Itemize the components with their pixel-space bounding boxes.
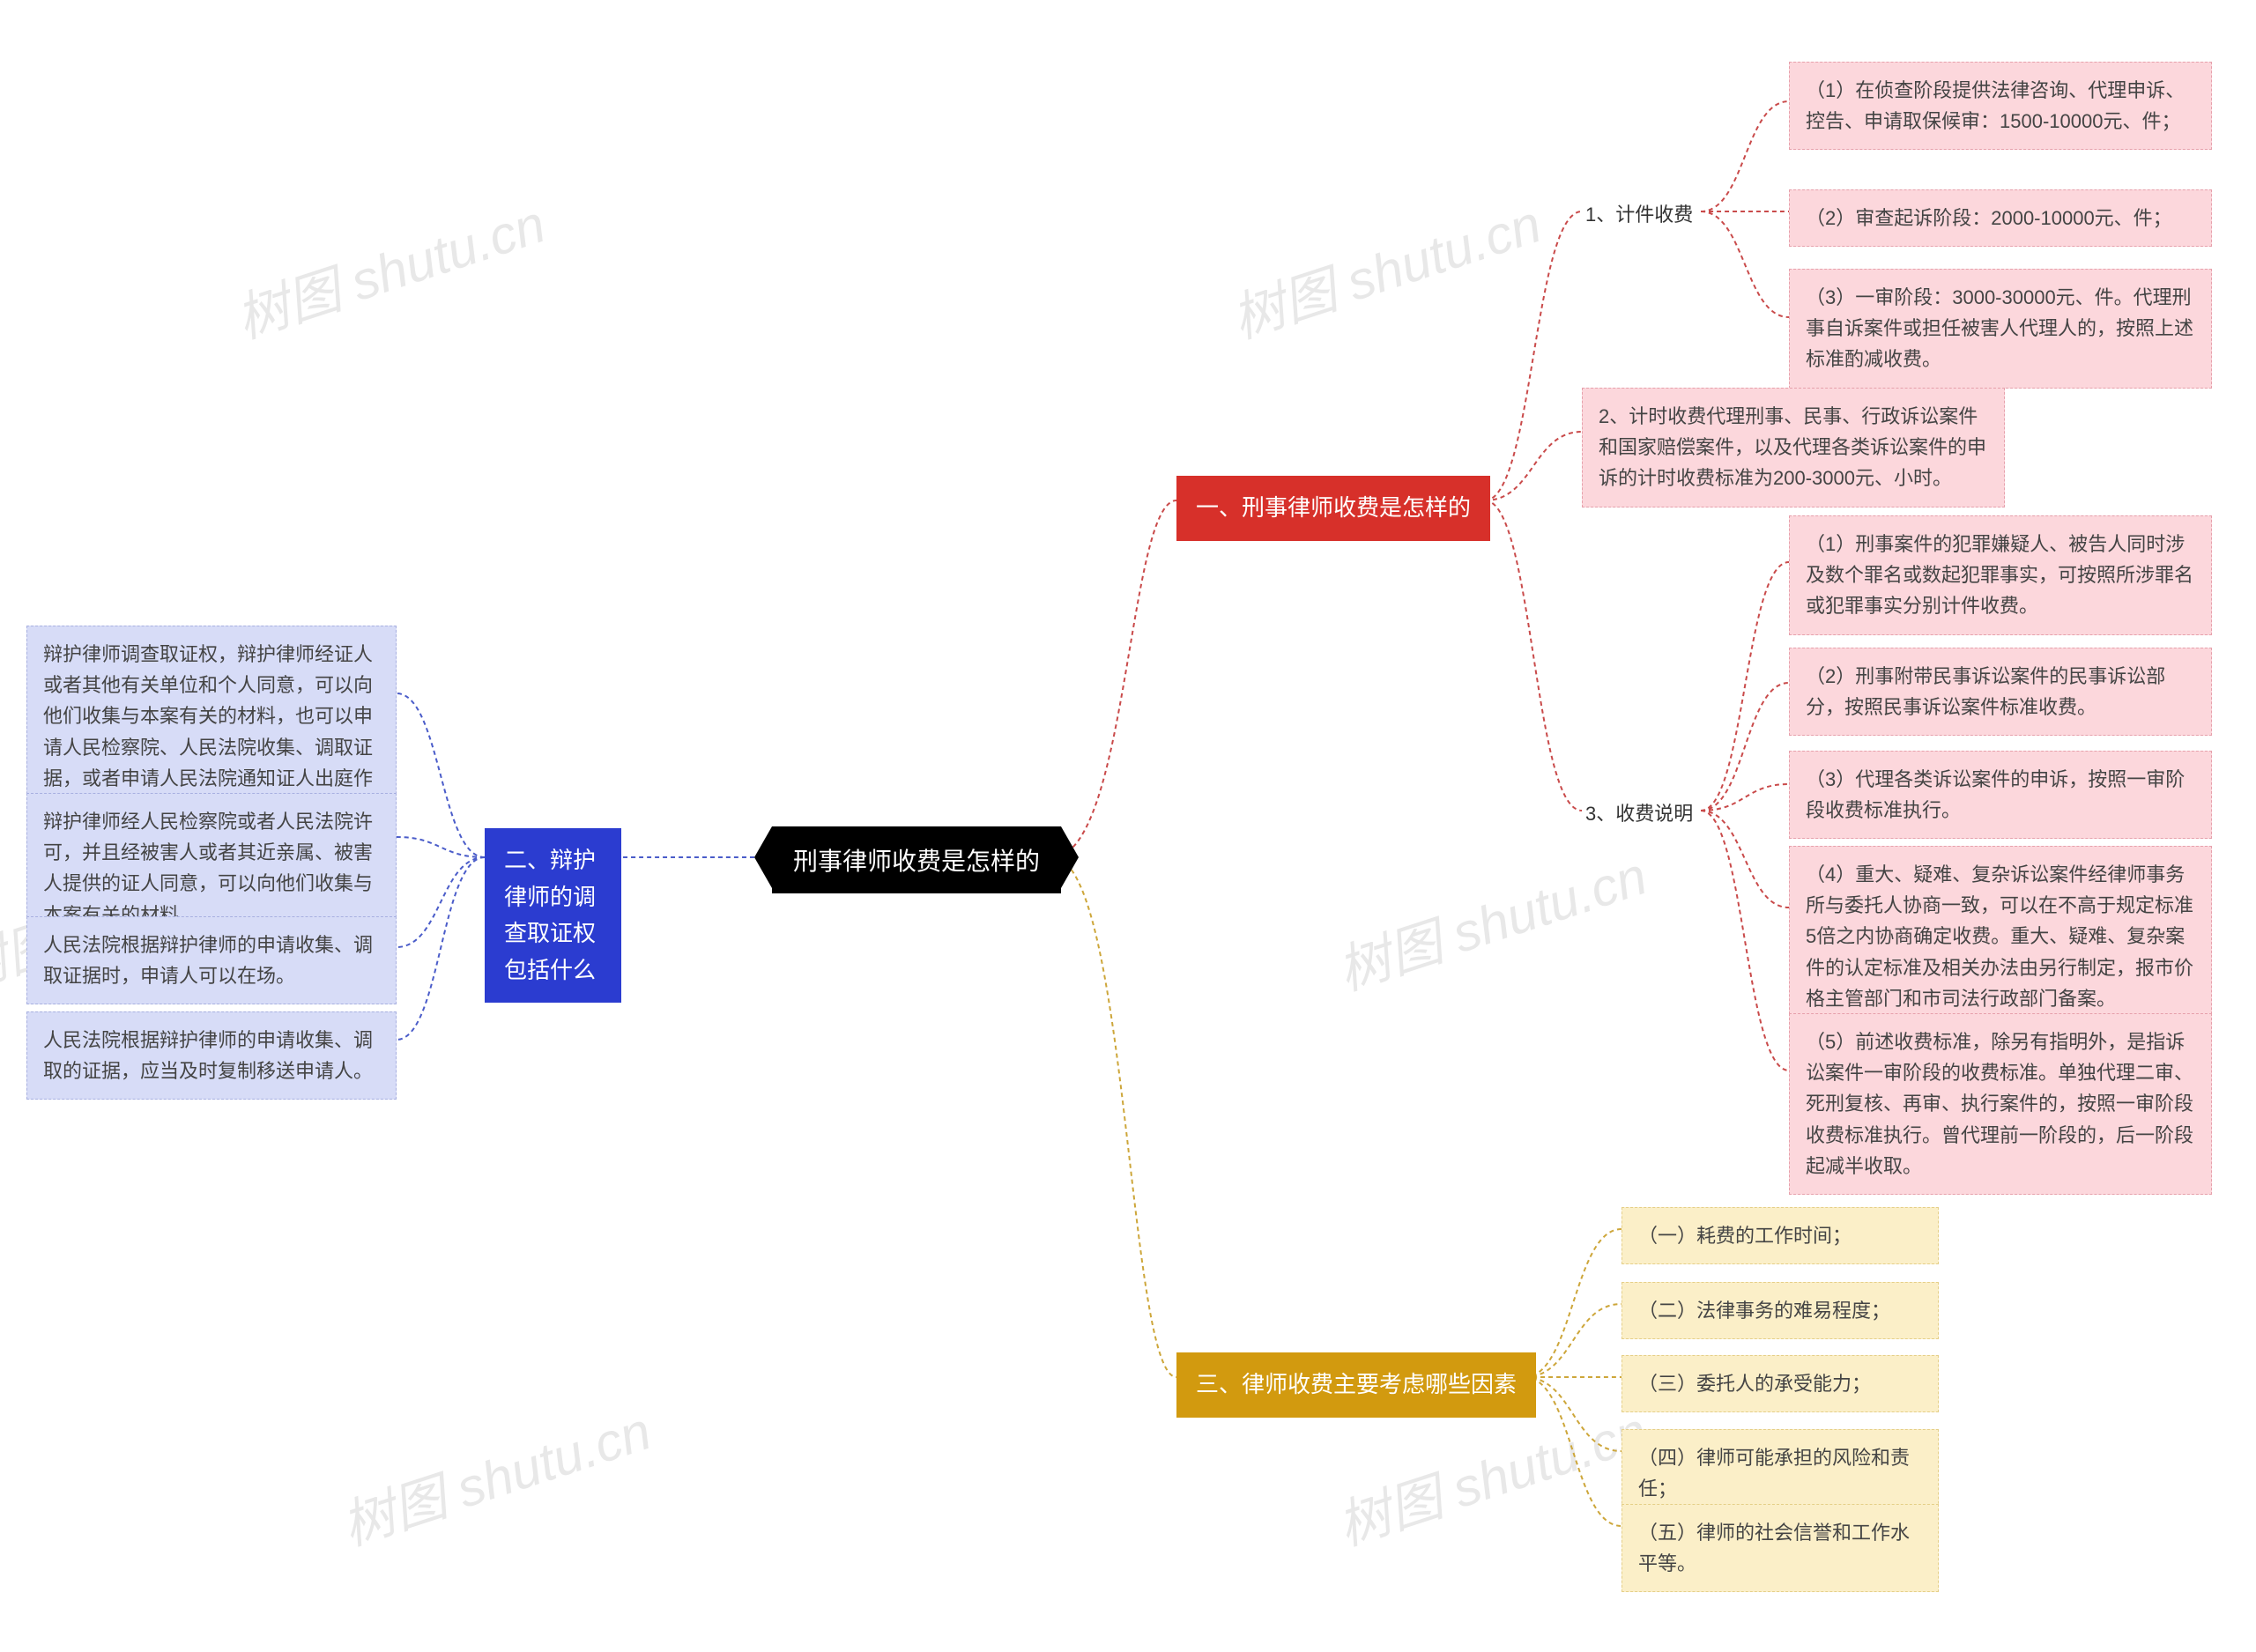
watermark: 树图 shutu.cn bbox=[1221, 181, 1549, 353]
branch1-sub3-leaf: （2）刑事附带民事诉讼案件的民事诉讼部分，按照民事诉讼案件标准收费。 bbox=[1789, 648, 2212, 736]
branch3-node: 三、律师收费主要考虑哪些因素 bbox=[1176, 1352, 1536, 1418]
branch1-sub3-leaf: （3）代理各类诉讼案件的申诉，按照一审阶段收费标准执行。 bbox=[1789, 751, 2212, 839]
watermark: 树图 shutu.cn bbox=[1326, 833, 1655, 1005]
branch1-sub3-leaf: （4）重大、疑难、复杂诉讼案件经律师事务所与委托人协商一致，可以在不高于规定标准… bbox=[1789, 846, 2212, 1027]
watermark: 树图 shutu.cn bbox=[330, 1389, 659, 1560]
branch2-leaf: 人民法院根据辩护律师的申请收集、调取证据时，申请人可以在场。 bbox=[26, 916, 397, 1004]
branch1-sub1-leaf: （2）审查起诉阶段：2000-10000元、件； bbox=[1789, 189, 2212, 247]
branch2-node: 二、辩护律师的调查取证权包括什么 bbox=[485, 828, 621, 1003]
branch1-sub1-label: 1、计件收费 bbox=[1582, 192, 1696, 237]
branch3-leaf: （三）委托人的承受能力； bbox=[1622, 1355, 1939, 1412]
branch3-leaf: （五）律师的社会信誉和工作水平等。 bbox=[1622, 1504, 1939, 1592]
branch3-leaf: （一）耗费的工作时间； bbox=[1622, 1207, 1939, 1264]
branch1-node: 一、刑事律师收费是怎样的 bbox=[1176, 476, 1490, 541]
branch2-leaf: 人民法院根据辩护律师的申请收集、调取的证据，应当及时复制移送申请人。 bbox=[26, 1011, 397, 1100]
watermark: 树图 shutu.cn bbox=[225, 181, 553, 353]
branch1-sub1-leaf: （1）在侦查阶段提供法律咨询、代理申诉、控告、申请取保候审：1500-10000… bbox=[1789, 62, 2212, 150]
branch3-leaf: （二）法律事务的难易程度； bbox=[1622, 1282, 1939, 1339]
branch1-sub2-leaf: 2、计时收费代理刑事、民事、行政诉讼案件和国家赔偿案件，以及代理各类诉讼案件的申… bbox=[1582, 388, 2005, 507]
branch1-sub1-leaf: （3）一审阶段：3000-30000元、件。代理刑事自诉案件或担任被害人代理人的… bbox=[1789, 269, 2212, 389]
root-node: 刑事律师收费是怎样的 bbox=[772, 826, 1061, 893]
branch1-sub3-leaf: （5）前述收费标准，除另有指明外，是指诉讼案件一审阶段的收费标准。单独代理二审、… bbox=[1789, 1013, 2212, 1195]
branch1-sub3-leaf: （1）刑事案件的犯罪嫌疑人、被告人同时涉及数个罪名或数起犯罪事实，可按照所涉罪名… bbox=[1789, 515, 2212, 635]
branch1-sub3-label: 3、收费说明 bbox=[1582, 791, 1696, 836]
